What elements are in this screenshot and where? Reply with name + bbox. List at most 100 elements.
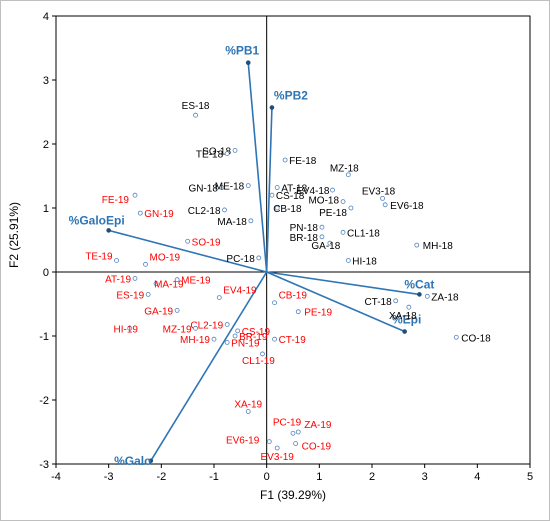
point-label: PN-19 — [231, 338, 260, 349]
point-label: GA-19 — [144, 306, 173, 317]
point-label: MO-18 — [308, 196, 339, 207]
data-point — [174, 307, 180, 313]
data-point — [269, 192, 275, 198]
point-label: PE-18 — [319, 208, 347, 219]
vector-label: %Galo — [114, 454, 151, 468]
vector-tip — [269, 105, 275, 110]
data-point — [274, 205, 280, 211]
plot-area-border — [55, 15, 531, 465]
x-tick-label: 0 — [264, 471, 270, 483]
x-tick-label: 1 — [316, 471, 322, 483]
point-label: CL2-19 — [190, 320, 223, 331]
data-point — [174, 277, 180, 283]
data-point — [137, 210, 143, 216]
data-point — [274, 185, 280, 190]
point-label: CL1-19 — [242, 356, 275, 367]
y-tick-label: 4 — [43, 11, 49, 23]
data-point — [224, 151, 230, 157]
point-label: PE-19 — [304, 308, 332, 319]
x-tick-label: 3 — [422, 471, 428, 483]
point-label: EV4-19 — [223, 286, 257, 297]
data-point — [145, 291, 151, 297]
data-point — [219, 185, 225, 190]
data-point — [132, 275, 138, 281]
axes — [52, 15, 531, 468]
point-label: MH-19 — [180, 335, 210, 346]
point-label: MA-18 — [217, 217, 247, 228]
vector-tip — [245, 60, 251, 66]
point-label: GA-18 — [311, 241, 340, 252]
vector-line — [266, 271, 405, 333]
point-label: HI-19 — [114, 324, 139, 335]
data-point — [132, 192, 138, 198]
vector-line — [108, 229, 267, 273]
data-point — [245, 183, 251, 189]
data-point — [295, 429, 301, 435]
point-label: CB-18 — [273, 204, 302, 215]
data-point — [193, 112, 198, 118]
data-point — [216, 295, 222, 301]
data-point — [127, 325, 133, 331]
data-point — [260, 351, 265, 357]
point-label: MH-18 — [423, 241, 453, 252]
point-label: BR-19 — [239, 332, 268, 343]
data-point — [272, 300, 277, 306]
x-tick-label: -1 — [209, 471, 219, 483]
data-point — [340, 199, 346, 205]
data-point — [453, 334, 459, 340]
vector-line — [265, 107, 273, 273]
point-label: XA-18 — [389, 311, 417, 322]
point-label: MA-19 — [154, 280, 184, 291]
data-point — [330, 187, 335, 193]
data-point — [414, 242, 420, 248]
point-label: HI-18 — [352, 256, 377, 267]
vector-tip — [402, 329, 407, 334]
point-label: EV3-18 — [362, 186, 396, 197]
loading-vectors: %PB1 %PB2 %GaloEpi %Cat %Epi %Galo — [69, 44, 435, 468]
y-tick-label: -2 — [39, 395, 49, 407]
data-point — [193, 325, 198, 331]
data-point — [319, 234, 325, 240]
data-point — [224, 339, 230, 345]
point-label: MZ-19 — [163, 324, 192, 335]
vector-label: %GaloEpi — [69, 213, 125, 227]
data-point — [235, 328, 241, 334]
data-point — [293, 441, 299, 446]
data-point — [232, 147, 238, 153]
point-label: CO-18 — [461, 333, 491, 344]
point-label: CS-19 — [242, 327, 271, 338]
data-point — [274, 445, 280, 451]
x-tick-label: -3 — [104, 471, 114, 483]
vector-tip — [106, 228, 111, 233]
point-label: EV6-19 — [226, 436, 260, 447]
x-tick-label: -2 — [156, 471, 166, 483]
data-point — [248, 218, 254, 224]
vector-tip — [148, 458, 154, 464]
data-point — [272, 336, 277, 342]
data-point — [345, 172, 351, 178]
data-point — [153, 281, 159, 286]
y-tick-label: 1 — [43, 203, 49, 215]
point-label: CS-18 — [276, 191, 305, 202]
vector-line — [266, 271, 420, 296]
data-point — [290, 430, 296, 436]
data-point — [211, 336, 217, 342]
point-label: EV6-18 — [390, 201, 424, 212]
x-axis-label: F1 (39.29%) — [260, 488, 326, 502]
point-label: TE-18 — [196, 150, 224, 161]
point-label: GN-19 — [144, 209, 174, 220]
point-label: EV4-18 — [296, 186, 330, 197]
data-point — [185, 238, 191, 244]
point-label: FE-18 — [289, 156, 317, 167]
data-point — [232, 333, 238, 339]
x-tick-label: 2 — [369, 471, 375, 483]
data-point — [256, 255, 262, 261]
data-point — [345, 258, 351, 263]
point-label: PN-18 — [290, 223, 319, 234]
data-point — [266, 439, 272, 445]
point-label: AT-19 — [105, 274, 131, 285]
point-label: ZA-18 — [431, 292, 459, 303]
